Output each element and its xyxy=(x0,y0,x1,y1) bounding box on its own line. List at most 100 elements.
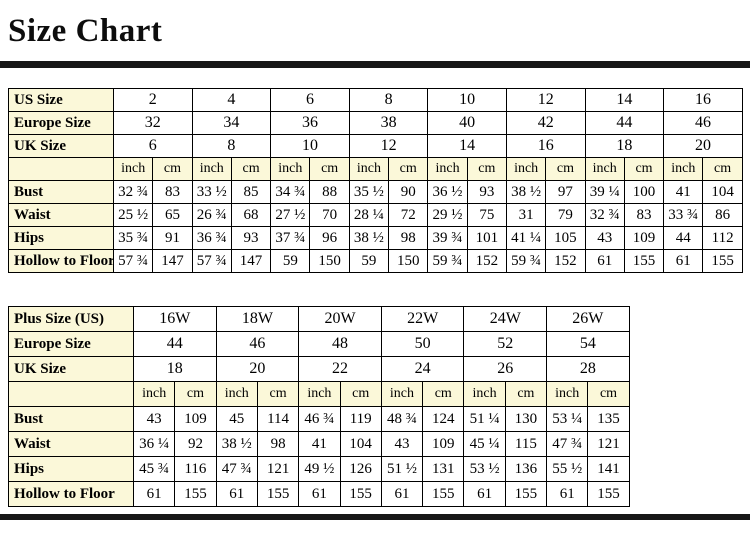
measurement-value-cell: 155 xyxy=(422,481,465,508)
measurement-value-cell: 31 xyxy=(505,203,547,228)
measurement-value-cell: 59 xyxy=(270,249,311,274)
measurement-value-cell: 155 xyxy=(339,481,382,508)
measurement-value-cell: 65 xyxy=(152,203,193,228)
measurement-value-cell: 98 xyxy=(256,431,300,458)
size-value-cell: 48 xyxy=(298,331,382,358)
measurement-row: Hollow to Floor 61 155 61 155 61 155 61 155 61 155… xyxy=(8,481,630,508)
measurement-value-cell: 48 ¾ xyxy=(380,406,424,433)
size-value-cell: 26 xyxy=(463,356,548,383)
row-label: Europe Size xyxy=(8,111,114,136)
measurement-value-cell: 114 xyxy=(256,406,300,433)
size-value-cell: 46 xyxy=(215,331,300,358)
measurement-value-cell: 51 ¼ xyxy=(463,406,506,433)
measurement-value-cell: 150 xyxy=(309,249,350,274)
size-value-cell: 32 xyxy=(113,111,193,136)
size-system-row: UK Size 18 20 22 24 26 28 xyxy=(8,356,630,383)
size-value-cell: 40 xyxy=(427,111,507,136)
row-label: US Size xyxy=(8,88,114,113)
unit-header-row: inch cm inch cm inch cm inch cm inch cm inch cm inch… xyxy=(8,157,743,182)
size-value-cell: 2 xyxy=(113,88,193,113)
measurement-value-cell: 41 xyxy=(298,431,341,458)
measurement-value-cell: 41 ¼ xyxy=(505,226,547,251)
measurement-value-cell: 27 ½ xyxy=(270,203,311,228)
size-value-cell: 22 xyxy=(298,356,382,383)
size-value-cell: 46 xyxy=(663,111,743,136)
measurement-row: Hollow to Floor 57 ¾ 147 57 ¾ 147 59 150 59 150 5… xyxy=(8,249,743,274)
size-value-cell: 12 xyxy=(348,134,429,159)
measurement-value-cell: 38 ½ xyxy=(348,226,390,251)
measurement-value-cell: 37 ¾ xyxy=(270,226,311,251)
measurement-value-cell: 47 ¾ xyxy=(546,431,589,458)
row-label: UK Size xyxy=(8,356,134,383)
title-divider xyxy=(0,61,750,69)
measurement-value-cell: 83 xyxy=(152,180,193,205)
size-value-cell: 6 xyxy=(113,134,193,159)
unit-header-cell: inch xyxy=(270,157,311,182)
measurement-value-cell: 109 xyxy=(174,406,217,433)
size-value-cell: 42 xyxy=(505,111,586,136)
size-value-cell: 36 xyxy=(270,111,350,136)
measurement-value-cell: 38 ½ xyxy=(215,431,258,458)
unit-header-cell: inch xyxy=(298,381,341,408)
measurement-value-cell: 126 xyxy=(339,456,382,483)
measurement-value-cell: 59 ¾ xyxy=(505,249,547,274)
unit-header-cell: inch xyxy=(132,381,176,408)
size-value-cell: 20W xyxy=(298,306,382,333)
measurement-value-cell: 155 xyxy=(587,481,630,508)
unit-header-cell: cm xyxy=(388,157,429,182)
unit-header-cell: inch xyxy=(215,381,258,408)
measurement-value-cell: 45 ¼ xyxy=(463,431,506,458)
measurement-value-cell: 115 xyxy=(504,431,548,458)
measurement-value-cell: 124 xyxy=(422,406,465,433)
measurement-value-cell: 100 xyxy=(623,180,665,205)
row-label: Waist xyxy=(8,431,134,458)
row-label: Waist xyxy=(8,203,114,228)
measurement-value-cell: 53 ¼ xyxy=(546,406,589,433)
page-title: Size Chart xyxy=(8,13,163,49)
measurement-value-cell: 41 xyxy=(663,180,704,205)
size-value-cell: 14 xyxy=(584,88,665,113)
row-label: Bust xyxy=(8,406,134,433)
measurement-value-cell: 150 xyxy=(388,249,429,274)
measurement-value-cell: 85 xyxy=(230,180,272,205)
measurement-value-cell: 83 xyxy=(623,203,665,228)
unit-header-cell: cm xyxy=(466,157,507,182)
measurement-value-cell: 91 xyxy=(152,226,193,251)
size-value-cell: 8 xyxy=(348,88,429,113)
unit-row-blank-cell xyxy=(8,381,134,408)
measurement-row: Bust 32 ¾ 83 33 ½ 85 34 ¾ 88 35 ½ 90 36 ½ 93 38 ½ 97… xyxy=(8,180,743,205)
unit-header-cell: cm xyxy=(339,381,382,408)
unit-header-cell: inch xyxy=(112,157,154,182)
measurement-value-cell: 61 xyxy=(663,249,704,274)
row-label: Hollow to Floor xyxy=(8,481,134,508)
measurement-value-cell: 29 ½ xyxy=(427,203,468,228)
measurement-value-cell: 59 ¾ xyxy=(427,249,468,274)
measurement-value-cell: 39 ¾ xyxy=(427,226,468,251)
measurement-value-cell: 32 ¾ xyxy=(112,180,154,205)
measurement-value-cell: 119 xyxy=(339,406,382,433)
measurement-value-cell: 121 xyxy=(587,431,630,458)
measurement-value-cell: 136 xyxy=(504,456,548,483)
measurement-value-cell: 121 xyxy=(256,456,300,483)
measurement-value-cell: 26 ¾ xyxy=(191,203,232,228)
measurement-value-cell: 96 xyxy=(309,226,350,251)
measurement-value-cell: 61 xyxy=(546,481,589,508)
unit-header-cell: cm xyxy=(230,157,272,182)
measurement-value-cell: 155 xyxy=(174,481,217,508)
measurement-value-cell: 35 ½ xyxy=(348,180,390,205)
measurement-value-cell: 53 ½ xyxy=(463,456,506,483)
size-value-cell: 20 xyxy=(663,134,743,159)
measurement-value-cell: 109 xyxy=(623,226,665,251)
measurement-value-cell: 38 ½ xyxy=(505,180,547,205)
unit-header-cell: cm xyxy=(702,157,743,182)
unit-header-cell: cm xyxy=(422,381,465,408)
measurement-value-cell: 61 xyxy=(215,481,258,508)
measurement-value-cell: 61 xyxy=(298,481,341,508)
unit-header-cell: inch xyxy=(348,157,390,182)
measurement-value-cell: 45 ¾ xyxy=(132,456,176,483)
unit-header-cell: inch xyxy=(427,157,468,182)
unit-header-cell: inch xyxy=(380,381,424,408)
measurement-value-cell: 105 xyxy=(545,226,586,251)
measurement-value-cell: 36 ¼ xyxy=(132,431,176,458)
